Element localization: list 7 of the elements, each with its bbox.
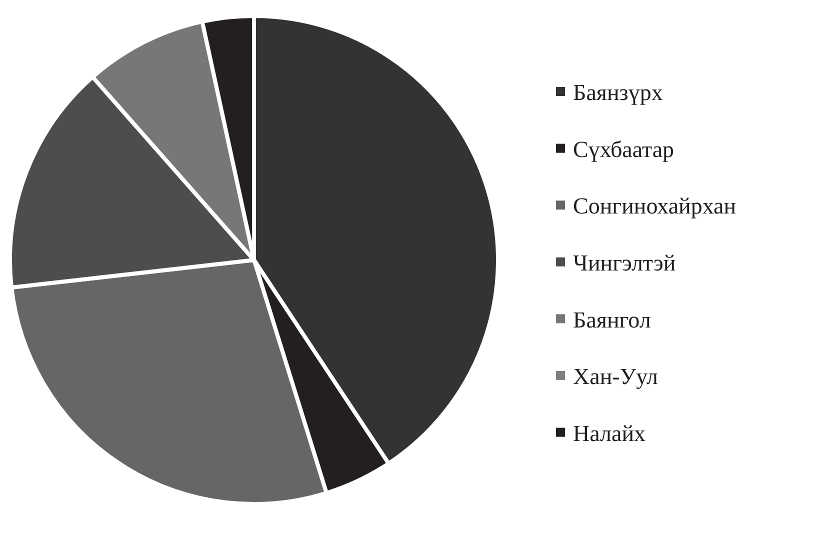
- legend-label: Сүхбаатар: [573, 136, 674, 162]
- legend-label: Хан-Уул: [573, 364, 658, 390]
- legend-label: Налайх: [573, 420, 646, 446]
- legend-label: Баянгол: [573, 307, 651, 332]
- legend-label: Баянзүрх: [573, 80, 664, 106]
- legend-label: Чингэлтэй: [573, 250, 676, 276]
- legend-label: Сонгинохайрхан: [573, 194, 736, 219]
